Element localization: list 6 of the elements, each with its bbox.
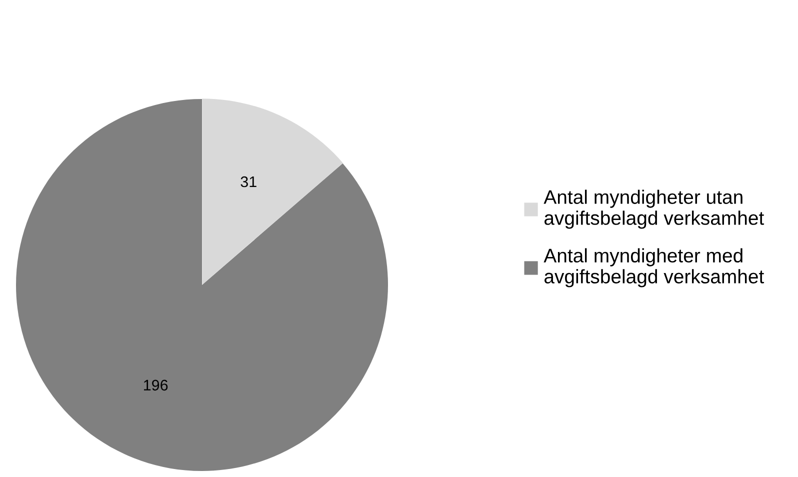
pie-slice xyxy=(16,99,388,471)
pie-slice xyxy=(202,98,343,285)
data-label: 196 xyxy=(144,380,168,391)
legend-label: Antal myndigheter utan avgiftsbelagd verksamhet xyxy=(544,190,764,229)
data-label: 31 xyxy=(240,176,256,188)
legend-label: Antal myndigheter med avgiftsbelagd verksamhet xyxy=(544,248,764,288)
